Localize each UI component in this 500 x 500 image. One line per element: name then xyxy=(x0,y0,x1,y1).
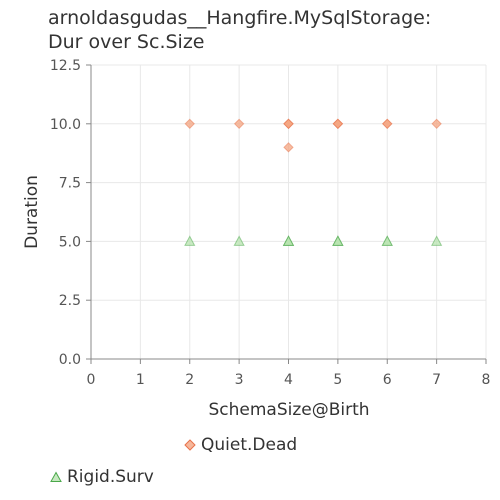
data-point-diamond[interactable] xyxy=(431,118,442,130)
y-tick-label: 10.0 xyxy=(50,117,81,133)
y-tick-label: 12.5 xyxy=(50,58,81,74)
data-point-triangle[interactable] xyxy=(430,235,443,246)
data-point-diamond[interactable] xyxy=(382,118,393,130)
axes xyxy=(86,64,487,364)
legend-label: Rigid.Surv xyxy=(67,467,154,487)
grid-lines xyxy=(90,64,487,360)
legend-label: Quiet.Dead xyxy=(201,435,298,455)
data-point-triangle[interactable] xyxy=(381,235,393,246)
y-tick-label: 5.0 xyxy=(59,234,81,250)
chart-title: arnoldasgudas__Hangfire.MySqlStorage: Du… xyxy=(48,6,431,54)
data-point-diamond[interactable] xyxy=(332,118,344,130)
legend-item-quiet-dead[interactable]: Quiet.Dead xyxy=(184,435,297,455)
x-tick-label: 5 xyxy=(333,372,342,388)
data-point-triangle[interactable] xyxy=(184,235,196,246)
x-tick-label: 3 xyxy=(235,372,244,388)
y-tick-label: 2.5 xyxy=(59,293,81,309)
y-axis-label: Duration xyxy=(22,175,42,249)
x-tick-label: 8 xyxy=(482,372,491,388)
chart-title-line-2: Dur over Sc.Size xyxy=(48,31,205,53)
x-tick-label: 2 xyxy=(185,372,194,388)
x-axis-label: SchemaSize@Birth xyxy=(208,400,369,420)
triangle-icon xyxy=(50,471,62,482)
x-tick-label: 6 xyxy=(383,372,392,388)
data-point-diamond[interactable] xyxy=(283,142,294,153)
data-point-triangle[interactable] xyxy=(332,235,344,246)
diamond-icon xyxy=(184,439,196,451)
data-points xyxy=(184,118,443,246)
x-tick-label: 7 xyxy=(432,372,441,388)
tick-labels: 0 1 2 3 4 5 6 7 8 0.0 2.5 5.0 7.5 10.0 12.5 xyxy=(50,58,491,388)
y-tick-label: 0.0 xyxy=(59,352,81,368)
data-point-triangle[interactable] xyxy=(282,235,295,246)
chart-title-line-1: arnoldasgudas__Hangfire.MySqlStorage: xyxy=(48,7,432,29)
x-tick-label: 1 xyxy=(136,372,145,388)
legend-item-rigid-surv[interactable]: Rigid.Surv xyxy=(50,467,154,487)
data-point-diamond[interactable] xyxy=(283,118,294,130)
data-point-diamond[interactable] xyxy=(233,118,245,130)
data-point-triangle[interactable] xyxy=(233,235,245,246)
y-tick-label: 7.5 xyxy=(59,176,81,192)
data-point-diamond[interactable] xyxy=(184,118,195,130)
x-tick-label: 4 xyxy=(284,372,293,388)
x-tick-label: 0 xyxy=(87,372,96,388)
